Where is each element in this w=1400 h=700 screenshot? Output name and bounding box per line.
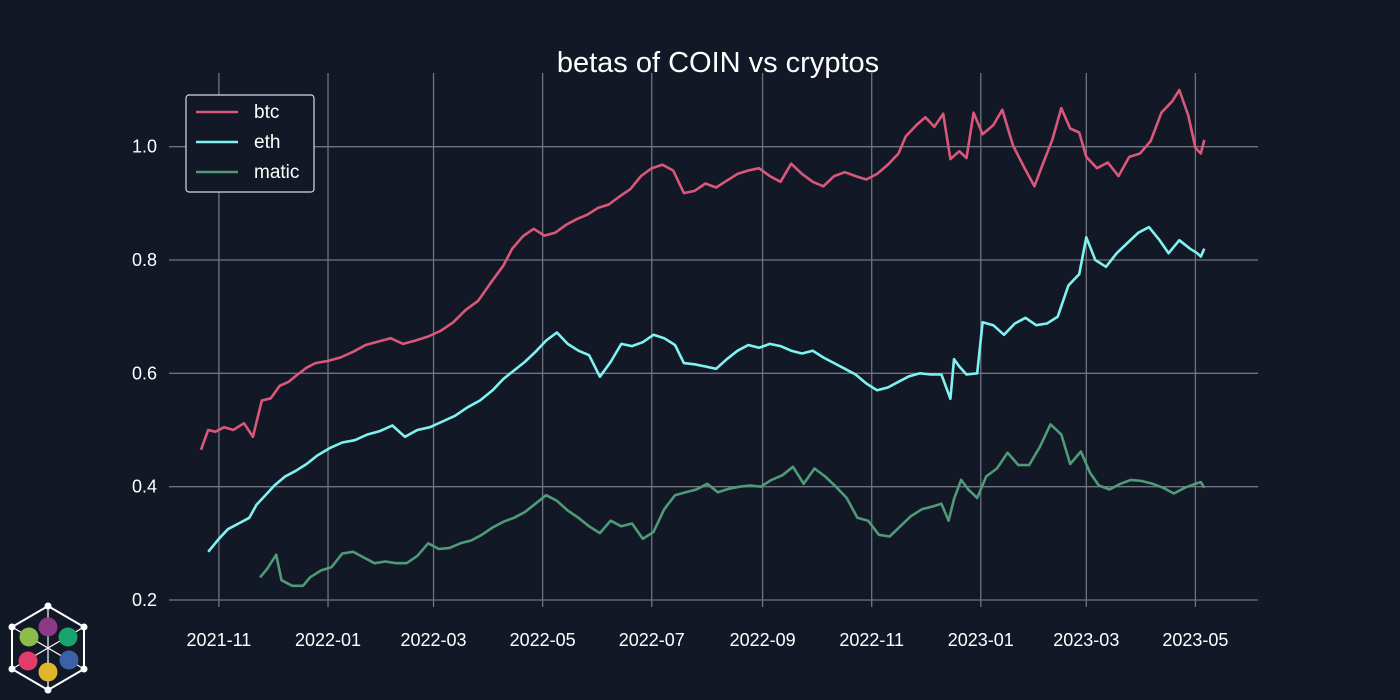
x-tick-label: 2023-03 [1053, 630, 1119, 650]
legend-box [185, 94, 315, 193]
x-tick-label: 2021-11 [187, 630, 252, 650]
series-line-eth [207, 225, 1206, 553]
logo-dot [18, 651, 38, 671]
logo-dot [19, 627, 39, 647]
x-tick-label: 2023-01 [948, 630, 1014, 650]
x-tick-label: 2022-01 [295, 630, 361, 650]
logo-dots [18, 617, 79, 682]
series-line-matic [259, 423, 1206, 588]
x-tick-label: 2022-05 [510, 630, 576, 650]
logo-node [80, 623, 88, 631]
legend: btc eth matic [185, 94, 315, 193]
x-tick-label: 2022-03 [401, 630, 467, 650]
y-tick-label: 1.0 [132, 137, 157, 157]
x-tick-label: 2022-11 [839, 630, 904, 650]
x-tick-label: 2022-09 [730, 630, 796, 650]
y-tick-label: 0.6 [132, 363, 157, 383]
logo-node [8, 665, 16, 673]
logo-dot [59, 650, 79, 670]
logo-dot [38, 617, 58, 637]
chart-title: betas of COIN vs cryptos [557, 47, 879, 79]
logo-dot [38, 662, 58, 682]
x-tick-label: 2023-05 [1162, 630, 1228, 650]
logo-node [44, 686, 52, 694]
x-tick-label: 2022-07 [619, 630, 685, 650]
logo-node [44, 602, 52, 610]
y-tick-label: 0.2 [132, 590, 157, 610]
series-lines [199, 88, 1206, 588]
y-tick-label: 0.4 [132, 477, 157, 497]
legend-label-eth: eth [254, 132, 280, 153]
logo-node [80, 665, 88, 673]
logo-dot [58, 627, 78, 647]
series-line-btc [199, 88, 1206, 451]
legend-label-matic: matic [254, 162, 299, 183]
axis-ticks: 0.2 0.4 0.6 0.8 1.0 2021-11 2022-01 2022-03 2022… [132, 137, 1228, 650]
legend-label-btc: btc [254, 102, 279, 123]
logo-node [8, 623, 16, 631]
brand-logo [8, 602, 88, 694]
y-tick-label: 0.8 [132, 250, 157, 270]
